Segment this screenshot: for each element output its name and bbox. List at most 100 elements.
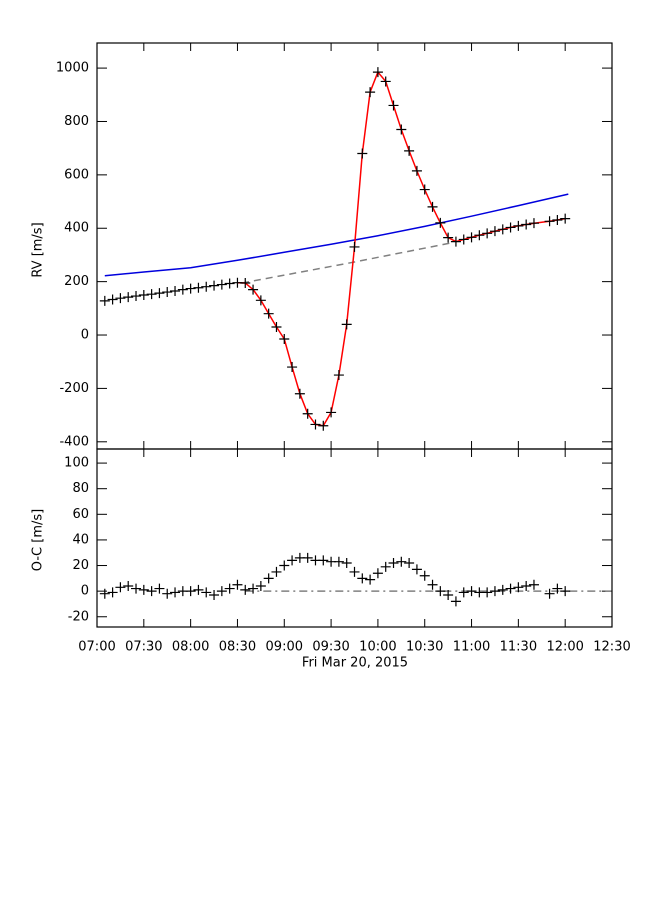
- data-point: [466, 586, 477, 597]
- data-point: [201, 587, 212, 598]
- data-point: [318, 420, 329, 431]
- data-point: [287, 362, 298, 373]
- data-point: [435, 586, 446, 597]
- data-point: [474, 230, 485, 241]
- x-axis-label: Fri Mar 20, 2015: [302, 656, 408, 671]
- data-point: [513, 582, 524, 593]
- data-point: [310, 419, 321, 430]
- data-point: [341, 557, 352, 568]
- data-point: [560, 213, 571, 224]
- data-point: [123, 581, 134, 592]
- data-point: [279, 560, 290, 571]
- data-point: [131, 291, 142, 302]
- data-point: [240, 277, 251, 288]
- y-tick-label: 0: [81, 584, 89, 599]
- x-tick-label: 09:30: [312, 640, 349, 655]
- data-point: [505, 222, 516, 233]
- data-point: [123, 292, 134, 303]
- data-point: [318, 555, 329, 566]
- x-tick-label: 08:30: [219, 640, 256, 655]
- data-point: [419, 184, 430, 195]
- data-line: [104, 193, 569, 277]
- data-point: [287, 555, 298, 566]
- y-tick-label: 200: [64, 274, 89, 289]
- data-point: [333, 370, 344, 381]
- y-tick-label: 60: [72, 507, 89, 522]
- data-point: [99, 588, 110, 599]
- data-point: [411, 165, 422, 176]
- data-point: [435, 217, 446, 228]
- data-point: [216, 586, 227, 597]
- data-point: [255, 295, 266, 306]
- data-point: [458, 587, 469, 598]
- data-point: [427, 579, 438, 590]
- data-point: [138, 584, 149, 595]
- data-point: [497, 224, 508, 235]
- data-point: [372, 67, 383, 78]
- y-tick-label: 40: [72, 532, 89, 547]
- data-point: [170, 587, 181, 598]
- y-tick-label: 100: [64, 456, 89, 471]
- data-point: [99, 295, 110, 306]
- data-point: [489, 226, 500, 237]
- data-point: [419, 570, 430, 581]
- data-point: [365, 574, 376, 585]
- data-point: [263, 308, 274, 319]
- data-point: [458, 234, 469, 245]
- data-point: [255, 581, 266, 592]
- data-point: [528, 218, 539, 229]
- data-point: [450, 236, 461, 247]
- data-point: [248, 583, 259, 594]
- data-point: [138, 289, 149, 300]
- plot-frame: [96, 448, 613, 628]
- y-tick-label: 20: [72, 558, 89, 573]
- data-point: [177, 284, 188, 295]
- data-point: [521, 219, 532, 230]
- data-point: [482, 228, 493, 239]
- data-point: [372, 568, 383, 579]
- y-tick-label: 400: [64, 221, 89, 236]
- data-point: [357, 148, 368, 159]
- data-point: [544, 216, 555, 227]
- data-point: [333, 556, 344, 567]
- data-point: [154, 583, 165, 594]
- data-point: [302, 552, 313, 563]
- data-point: [146, 586, 157, 597]
- data-point: [193, 282, 204, 293]
- x-tick-label: 10:30: [406, 640, 443, 655]
- x-tick-label: 08:00: [172, 640, 209, 655]
- x-tick-label: 07:30: [125, 640, 162, 655]
- data-point: [232, 579, 243, 590]
- data-point: [146, 289, 157, 300]
- data-point: [396, 124, 407, 135]
- data-point: [450, 596, 461, 607]
- data-point: [115, 582, 126, 593]
- data-point: [224, 278, 235, 289]
- data-point: [357, 573, 368, 584]
- data-point: [209, 280, 220, 291]
- data-point: [216, 279, 227, 290]
- y-tick-label: -200: [59, 381, 89, 396]
- data-point: [552, 214, 563, 225]
- x-tick-label: 11:30: [500, 640, 537, 655]
- data-point: [404, 557, 415, 568]
- y-tick-label: 800: [64, 114, 89, 129]
- data-point: [201, 281, 212, 292]
- data-point: [482, 587, 493, 598]
- data-point: [162, 588, 173, 599]
- data-point: [170, 285, 181, 296]
- x-tick-label: 09:00: [266, 640, 303, 655]
- data-point: [294, 388, 305, 399]
- data-point: [193, 584, 204, 595]
- y-tick-label: 80: [72, 481, 89, 496]
- data-point: [162, 287, 173, 298]
- data-point: [380, 561, 391, 572]
- data-point: [107, 587, 118, 598]
- data-point: [107, 294, 118, 305]
- data-point: [209, 589, 220, 600]
- y-tick-label: 0: [81, 328, 89, 343]
- data-point: [396, 556, 407, 567]
- data-point: [131, 583, 142, 594]
- x-tick-label: 10:00: [359, 640, 396, 655]
